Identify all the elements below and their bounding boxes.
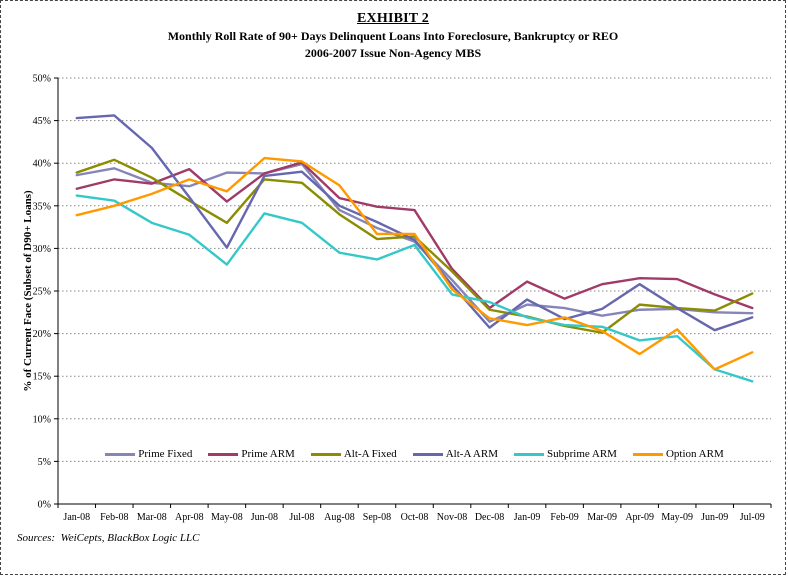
x-tick-label: Jun-09 — [701, 512, 728, 523]
legend-item-subprime-arm: Subprime ARM — [513, 448, 617, 460]
y-tick-label: 30% — [33, 244, 51, 255]
y-tick-label: 0% — [38, 500, 51, 511]
x-tick-label: Jul-09 — [740, 512, 765, 523]
x-tick-label: Jan-09 — [514, 512, 541, 523]
legend-item-alt-a-fixed: Alt-A Fixed — [310, 448, 397, 460]
legend-item-prime-arm: Prime ARM — [208, 448, 295, 460]
x-tick-label: Mar-08 — [137, 512, 167, 523]
y-tick-label: 25% — [33, 287, 51, 298]
legend-swatch-option-arm — [632, 452, 663, 456]
series-line-prime-fixed — [75, 162, 754, 323]
y-tick-label: 40% — [33, 159, 51, 170]
x-tick-label: Jan-08 — [63, 512, 90, 523]
x-tick-label: Dec-08 — [475, 512, 504, 523]
y-axis-title: % of Current Face (Subset of D90+ Loans) — [22, 190, 34, 392]
chart-header: EXHIBIT 2 Monthly Roll Rate of 90+ Days … — [1, 11, 785, 61]
legend-swatch-alt-a-fixed — [310, 452, 341, 456]
legend-label-alt-a-fixed: Alt-A Fixed — [343, 448, 397, 460]
x-tick-label: Feb-08 — [100, 512, 128, 523]
legend-label-alt-a-arm: Alt-A ARM — [445, 448, 498, 460]
x-tick-label: May-09 — [661, 512, 693, 523]
y-tick-label: 35% — [33, 201, 51, 212]
legend-label-option-arm: Option ARM — [665, 448, 724, 460]
y-tick-label: 15% — [33, 372, 51, 383]
x-tick-label: Aug-08 — [324, 512, 355, 523]
legend-item-prime-fixed: Prime Fixed — [105, 448, 192, 460]
x-tick-label: Oct-08 — [401, 512, 429, 523]
x-tick-label: Mar-09 — [587, 512, 617, 523]
x-tick-label: May-08 — [211, 512, 243, 523]
y-tick-label: 50% — [33, 74, 51, 85]
legend-item-option-arm: Option ARM — [632, 448, 724, 460]
legend-label-prime-arm: Prime ARM — [241, 448, 295, 460]
x-tick-label: Apr-09 — [625, 512, 654, 523]
series-line-alt-a-fixed — [75, 158, 754, 334]
legend-label-subprime-arm: Subprime ARM — [546, 448, 617, 460]
y-tick-label: 45% — [33, 116, 51, 127]
source-note: Sources: WeiCepts, BlackBox Logic LLC — [17, 532, 200, 544]
x-tick-label: Nov-08 — [437, 512, 468, 523]
series-line-alt-a-arm — [75, 114, 754, 332]
x-tick-label: Jul-08 — [289, 512, 314, 523]
exhibit-title: EXHIBIT 2 — [357, 11, 429, 26]
chart-subtitle-line1: Monthly Roll Rate of 90+ Days Delinquent… — [167, 29, 619, 43]
legend-label-prime-fixed: Prime Fixed — [138, 448, 193, 460]
x-tick-label: Feb-09 — [550, 512, 578, 523]
x-tick-label: Apr-08 — [175, 512, 204, 523]
y-tick-label: 5% — [38, 457, 51, 468]
legend-swatch-alt-a-arm — [412, 452, 443, 456]
chart-subtitle-line2: 2006-2007 Issue Non-Agency MBS — [304, 46, 482, 60]
y-tick-label: 20% — [33, 329, 51, 340]
series-line-prime-arm — [75, 161, 754, 310]
legend-item-alt-a-arm: Alt-A ARM — [412, 448, 498, 460]
series-line-subprime-arm — [75, 194, 754, 383]
x-tick-label: Jun-08 — [251, 512, 278, 523]
y-tick-label: 10% — [33, 414, 51, 425]
series-line-option-arm — [75, 156, 754, 371]
legend-swatch-prime-arm — [208, 452, 239, 456]
legend-swatch-subprime-arm — [513, 452, 544, 456]
chart-legend: Prime Fixed Prime ARM Alt-A Fixed Alt-A ARM… — [58, 448, 771, 460]
x-tick-label: Sep-08 — [363, 512, 391, 523]
legend-swatch-prime-fixed — [105, 452, 136, 456]
